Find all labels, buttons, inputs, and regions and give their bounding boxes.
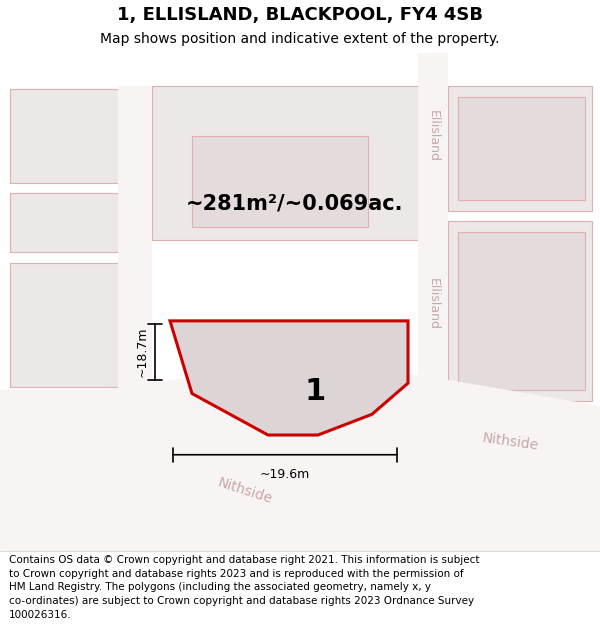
Polygon shape (458, 232, 585, 391)
Polygon shape (448, 221, 592, 401)
Polygon shape (448, 86, 592, 211)
Polygon shape (458, 97, 585, 201)
Text: ~281m²/~0.069ac.: ~281m²/~0.069ac. (186, 194, 404, 214)
Polygon shape (418, 53, 448, 499)
Polygon shape (118, 86, 152, 448)
Text: 1: 1 (305, 377, 326, 406)
Polygon shape (0, 391, 152, 448)
Polygon shape (10, 262, 118, 388)
Text: Ellisland: Ellisland (427, 278, 439, 330)
Text: Map shows position and indicative extent of the property.: Map shows position and indicative extent… (100, 32, 500, 46)
Text: Ellisland: Ellisland (427, 110, 439, 162)
Polygon shape (10, 89, 138, 183)
Polygon shape (0, 359, 600, 551)
Polygon shape (170, 321, 408, 435)
Text: ~18.7m: ~18.7m (136, 327, 149, 378)
Text: Nithside: Nithside (216, 476, 274, 506)
Text: 100026316.: 100026316. (9, 609, 71, 619)
Text: co-ordinates) are subject to Crown copyright and database rights 2023 Ordnance S: co-ordinates) are subject to Crown copyr… (9, 596, 474, 606)
Text: 1, ELLISLAND, BLACKPOOL, FY4 4SB: 1, ELLISLAND, BLACKPOOL, FY4 4SB (117, 6, 483, 24)
Text: Contains OS data © Crown copyright and database right 2021. This information is : Contains OS data © Crown copyright and d… (9, 555, 479, 565)
Polygon shape (152, 86, 418, 240)
Text: Nithside: Nithside (481, 431, 539, 453)
Polygon shape (10, 193, 118, 253)
Text: HM Land Registry. The polygons (including the associated geometry, namely x, y: HM Land Registry. The polygons (includin… (9, 582, 431, 592)
Polygon shape (192, 136, 368, 228)
Text: ~19.6m: ~19.6m (260, 468, 310, 481)
Text: to Crown copyright and database rights 2023 and is reproduced with the permissio: to Crown copyright and database rights 2… (9, 569, 464, 579)
